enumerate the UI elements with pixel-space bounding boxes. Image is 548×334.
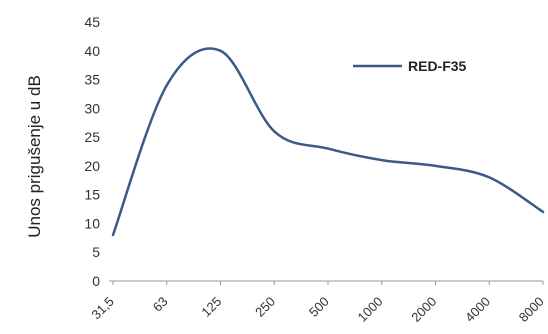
y-tick-label: 0 [92, 273, 100, 289]
y-tick-label: 10 [84, 215, 100, 231]
x-tick-label: 500 [306, 294, 332, 320]
y-tick-label: 45 [84, 14, 100, 30]
y-tick-label: 20 [84, 158, 100, 174]
x-tick-label: 125 [198, 294, 224, 320]
x-tick-label: 31,5 [88, 294, 117, 323]
y-tick-label: 35 [84, 72, 100, 88]
x-tick-label: 63 [150, 294, 171, 315]
x-tick-label: 1000 [355, 294, 386, 325]
x-tick-label: 2000 [408, 294, 439, 325]
y-tick-label: 15 [84, 187, 100, 203]
y-tick-label: 40 [84, 43, 100, 59]
x-tick-label: 250 [252, 294, 278, 320]
x-tick-label: 8000 [516, 294, 547, 325]
y-tick-label: 30 [84, 100, 100, 116]
series-line-red-f35 [111, 47, 545, 237]
y-tick-label: 5 [92, 244, 100, 260]
legend-label: RED-F35 [408, 58, 467, 74]
y-axis-label: Unos prigušenje u dB [25, 75, 44, 238]
y-tick-label: 25 [84, 129, 100, 145]
x-tick-label: 4000 [462, 294, 493, 325]
